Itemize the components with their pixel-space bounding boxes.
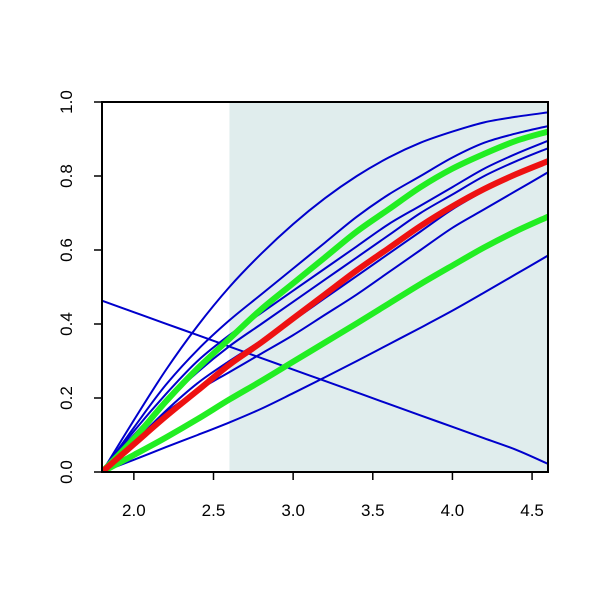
series-line-9	[102, 128, 548, 472]
series-line-5	[102, 139, 548, 472]
series-line-7	[102, 111, 548, 472]
y-tick-label: 1.0	[57, 90, 76, 114]
y-tick-label: 0.6	[57, 238, 76, 262]
series-line-8	[102, 213, 548, 472]
x-tick-label: 4.0	[441, 501, 465, 520]
series-line-1	[102, 254, 548, 472]
series-layer	[102, 111, 548, 472]
x-tick-label: 4.5	[520, 501, 544, 520]
x-tick-label: 3.5	[361, 501, 385, 520]
x-tick-label: 3.0	[281, 501, 305, 520]
y-tick-label: 0.0	[57, 460, 76, 484]
y-tick-label: 0.4	[57, 312, 76, 336]
x-tick-label: 2.5	[202, 501, 226, 520]
x-tick-label: 2.0	[122, 501, 146, 520]
plot-frame	[101, 101, 549, 473]
y-tick-label: 0.2	[57, 386, 76, 410]
series-line-0	[102, 299, 548, 465]
series-line-10	[102, 158, 548, 472]
series-line-6	[102, 125, 548, 472]
y-tick-label: 0.8	[57, 164, 76, 188]
axes: 2.0 2.5 3.0 3.5 4.0 4.5 0.0 0.2 0.4 0.6 0.8 1.0	[57, 90, 549, 520]
